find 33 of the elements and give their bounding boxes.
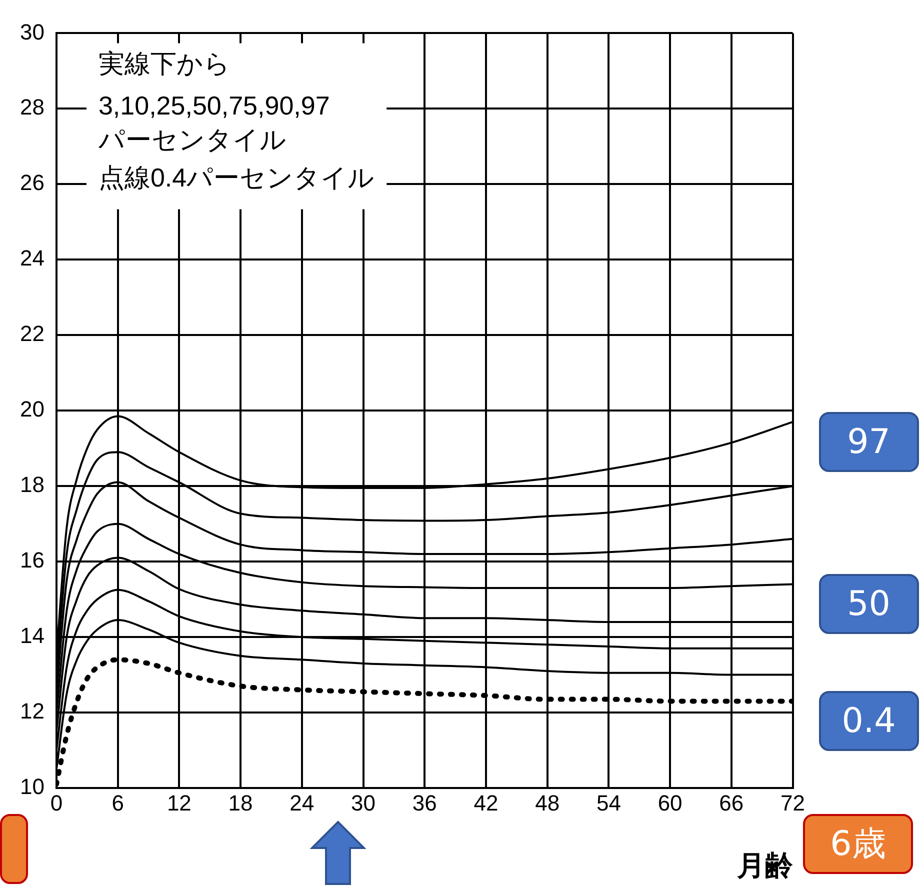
x-tick-label: 66	[719, 790, 744, 816]
x-tick-label: 36	[412, 790, 437, 816]
annotation: 3,10,25,50,75,90,97	[98, 90, 330, 120]
text: 6歳	[803, 814, 913, 874]
x-tick-label: 30	[351, 790, 376, 816]
y-tick-label: 18	[20, 472, 44, 498]
x-tick-label: 60	[658, 790, 682, 816]
x-tick-label: 6	[112, 790, 124, 816]
y-tick-label: 14	[20, 623, 44, 648]
y-tick-label: 16	[20, 548, 44, 573]
y-tick-label: 20	[20, 396, 44, 422]
series-label: 97	[818, 412, 919, 472]
y-tick-label: 10	[20, 774, 44, 800]
x-tick-label: 48	[535, 790, 560, 816]
y-tick-label: 28	[20, 94, 44, 120]
x-axis-title: 月齢	[736, 850, 793, 881]
y-tick-label: 24	[20, 246, 44, 271]
y-tick-label: 26	[20, 170, 44, 196]
series-label: 0.4	[818, 691, 919, 752]
annotation: パーセンタイル	[97, 124, 286, 154]
x-tick-label: 42	[474, 790, 498, 816]
x-tick-label: 0	[50, 790, 63, 816]
annotation: 点線0.4パーセンタイル	[98, 162, 375, 192]
series-label: 50	[818, 574, 919, 634]
annotation: 実線下から	[98, 48, 230, 78]
x-tick-label: 72	[780, 790, 806, 816]
x-tick-label: 12	[166, 790, 192, 816]
y-tick-label: 30	[20, 19, 44, 44]
x-tick-label: 24	[290, 790, 314, 816]
x-tick-label: 54	[596, 790, 621, 816]
y-tick-label: 22	[20, 321, 44, 346]
x-tick-label: 18	[228, 790, 253, 816]
y-tick-label: 12	[20, 698, 44, 724]
